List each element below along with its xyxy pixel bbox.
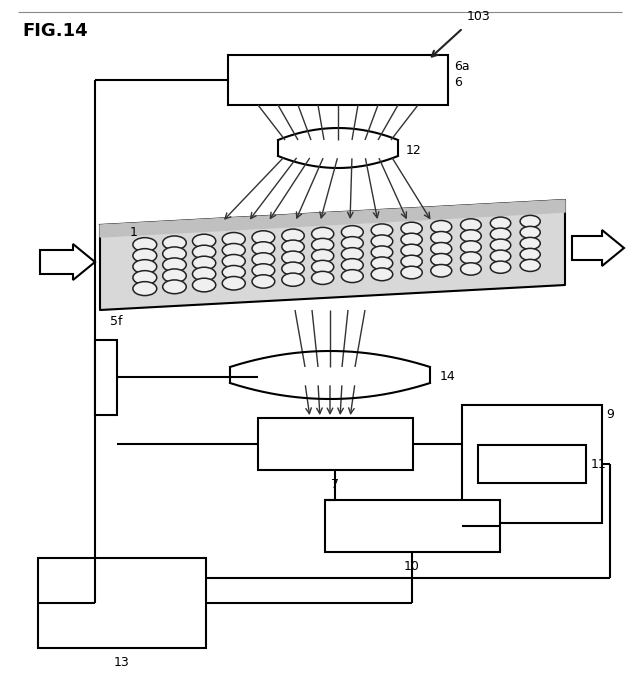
Ellipse shape (282, 229, 304, 243)
Ellipse shape (461, 252, 481, 264)
FancyArrow shape (40, 244, 95, 280)
Ellipse shape (312, 260, 333, 273)
Ellipse shape (401, 244, 422, 257)
Text: FIG.14: FIG.14 (22, 22, 88, 40)
Ellipse shape (222, 265, 245, 279)
Ellipse shape (133, 260, 157, 273)
Text: 12: 12 (406, 144, 422, 157)
Ellipse shape (490, 261, 511, 273)
FancyArrow shape (572, 230, 624, 266)
Ellipse shape (282, 273, 304, 286)
Ellipse shape (193, 245, 216, 259)
Text: 13: 13 (114, 655, 130, 668)
Ellipse shape (222, 254, 245, 268)
Ellipse shape (133, 238, 157, 251)
Text: 7: 7 (331, 477, 339, 491)
Bar (95, 340, 117, 415)
Text: 6a: 6a (454, 60, 470, 74)
Ellipse shape (252, 264, 275, 277)
Text: 1: 1 (130, 227, 138, 240)
Text: 14: 14 (440, 370, 456, 383)
Ellipse shape (252, 242, 275, 255)
Polygon shape (100, 200, 565, 310)
Ellipse shape (133, 271, 157, 284)
Ellipse shape (371, 246, 393, 259)
Text: 103: 103 (467, 10, 491, 23)
Ellipse shape (461, 218, 481, 231)
Ellipse shape (341, 225, 364, 238)
Ellipse shape (431, 221, 452, 233)
Ellipse shape (371, 268, 393, 281)
Ellipse shape (163, 258, 186, 272)
Ellipse shape (371, 235, 393, 248)
Bar (478, 445, 586, 483)
Ellipse shape (341, 269, 364, 282)
Text: 6: 6 (454, 76, 462, 89)
Ellipse shape (252, 231, 275, 244)
Ellipse shape (133, 249, 157, 262)
Ellipse shape (371, 224, 393, 237)
Ellipse shape (490, 250, 511, 262)
Ellipse shape (312, 238, 333, 251)
Ellipse shape (371, 257, 393, 270)
Ellipse shape (312, 271, 333, 284)
Ellipse shape (401, 255, 422, 268)
Ellipse shape (193, 278, 216, 292)
Ellipse shape (133, 282, 157, 295)
Ellipse shape (341, 247, 364, 260)
Ellipse shape (163, 269, 186, 283)
Text: 10: 10 (404, 559, 420, 572)
Ellipse shape (401, 233, 422, 246)
Ellipse shape (520, 260, 540, 271)
Ellipse shape (222, 276, 245, 290)
Ellipse shape (222, 243, 245, 257)
Bar (325, 500, 500, 552)
Ellipse shape (431, 232, 452, 244)
Bar (228, 55, 448, 105)
Ellipse shape (193, 234, 216, 248)
Ellipse shape (312, 249, 333, 262)
Ellipse shape (163, 236, 186, 249)
Ellipse shape (282, 240, 304, 254)
Ellipse shape (461, 229, 481, 242)
Ellipse shape (341, 236, 364, 249)
Ellipse shape (490, 228, 511, 240)
Ellipse shape (520, 249, 540, 260)
Ellipse shape (520, 226, 540, 238)
Ellipse shape (401, 267, 422, 279)
Ellipse shape (282, 251, 304, 264)
Ellipse shape (461, 240, 481, 253)
Text: 5f: 5f (110, 315, 122, 328)
Ellipse shape (193, 256, 216, 270)
Ellipse shape (163, 280, 186, 294)
Ellipse shape (461, 263, 481, 275)
Ellipse shape (193, 267, 216, 281)
Ellipse shape (312, 227, 333, 240)
Ellipse shape (431, 243, 452, 255)
Ellipse shape (520, 215, 540, 227)
Text: 9: 9 (606, 409, 614, 422)
Ellipse shape (252, 275, 275, 288)
Bar (38, 558, 206, 648)
Bar (258, 418, 413, 470)
Bar (462, 405, 602, 523)
Ellipse shape (163, 247, 186, 260)
Ellipse shape (520, 237, 540, 249)
Ellipse shape (490, 217, 511, 229)
Text: 11: 11 (591, 458, 607, 471)
Ellipse shape (401, 222, 422, 235)
Ellipse shape (252, 253, 275, 266)
Ellipse shape (222, 232, 245, 246)
Ellipse shape (431, 254, 452, 266)
Ellipse shape (341, 258, 364, 271)
Ellipse shape (282, 262, 304, 275)
Polygon shape (100, 200, 565, 237)
Ellipse shape (490, 239, 511, 251)
Ellipse shape (431, 264, 452, 277)
